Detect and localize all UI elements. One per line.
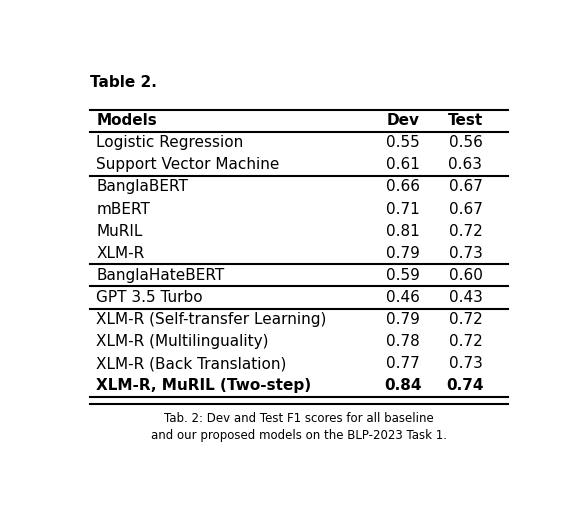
- Text: 0.79: 0.79: [386, 312, 420, 327]
- Text: 0.72: 0.72: [448, 334, 482, 349]
- Text: XLM-R (Self-transfer Learning): XLM-R (Self-transfer Learning): [96, 312, 327, 327]
- Text: 0.72: 0.72: [448, 223, 482, 239]
- Text: Test: Test: [448, 113, 483, 128]
- Text: 0.43: 0.43: [448, 290, 482, 305]
- Text: Table 2.: Table 2.: [90, 75, 157, 90]
- Text: GPT 3.5 Turbo: GPT 3.5 Turbo: [96, 290, 203, 305]
- Text: 0.63: 0.63: [448, 157, 482, 172]
- Text: 0.84: 0.84: [385, 378, 422, 393]
- Text: Dev: Dev: [387, 113, 420, 128]
- Text: 0.73: 0.73: [448, 357, 482, 372]
- Text: 0.46: 0.46: [386, 290, 420, 305]
- Text: XLM-R, MuRIL (Two-step): XLM-R, MuRIL (Two-step): [96, 378, 311, 393]
- Text: mBERT: mBERT: [96, 202, 150, 217]
- Text: Logistic Regression: Logistic Regression: [96, 135, 243, 150]
- Text: XLM-R: XLM-R: [96, 246, 145, 261]
- Text: 0.59: 0.59: [386, 268, 420, 283]
- Text: 0.56: 0.56: [448, 135, 482, 150]
- Text: 0.73: 0.73: [448, 246, 482, 261]
- Text: 0.55: 0.55: [386, 135, 420, 150]
- Text: Tab. 2: Dev and Test F1 scores for all baseline
and our proposed models on the B: Tab. 2: Dev and Test F1 scores for all b…: [150, 412, 447, 442]
- Text: 0.74: 0.74: [447, 378, 484, 393]
- Text: 0.60: 0.60: [448, 268, 482, 283]
- Text: 0.78: 0.78: [386, 334, 420, 349]
- Text: Models: Models: [96, 113, 157, 128]
- Text: 0.61: 0.61: [386, 157, 420, 172]
- Text: 0.66: 0.66: [386, 180, 420, 195]
- Text: Support Vector Machine: Support Vector Machine: [96, 157, 280, 172]
- Text: 0.67: 0.67: [448, 202, 482, 217]
- Text: 0.72: 0.72: [448, 312, 482, 327]
- Text: BanglaBERT: BanglaBERT: [96, 180, 188, 195]
- Text: BanglaHateBERT: BanglaHateBERT: [96, 268, 224, 283]
- Text: XLM-R (Multilinguality): XLM-R (Multilinguality): [96, 334, 269, 349]
- Text: MuRIL: MuRIL: [96, 223, 142, 239]
- Text: XLM-R (Back Translation): XLM-R (Back Translation): [96, 357, 286, 372]
- Text: 0.81: 0.81: [386, 223, 420, 239]
- Text: 0.71: 0.71: [386, 202, 420, 217]
- Text: 0.77: 0.77: [386, 357, 420, 372]
- Text: 0.67: 0.67: [448, 180, 482, 195]
- Text: 0.79: 0.79: [386, 246, 420, 261]
